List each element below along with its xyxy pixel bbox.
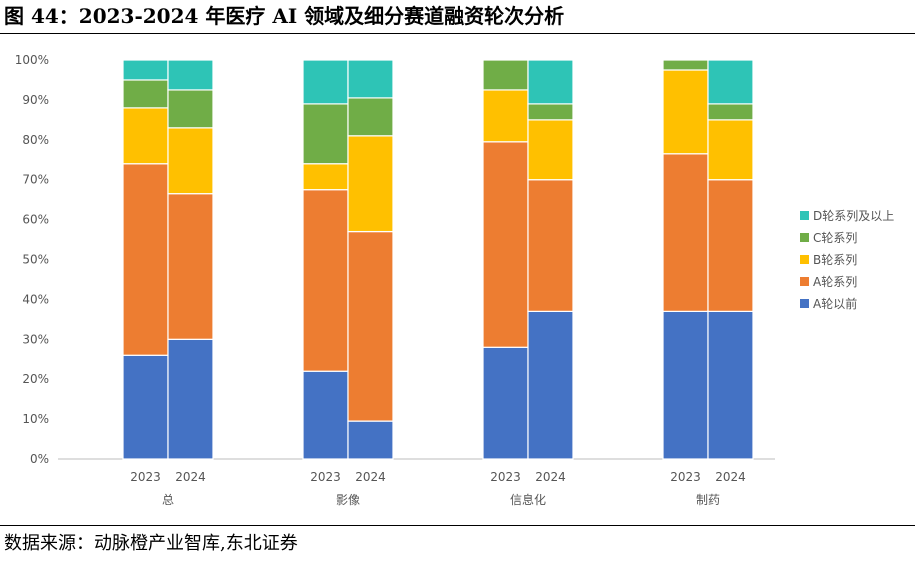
bar-segment bbox=[167, 127, 214, 195]
bar-segment bbox=[347, 420, 394, 460]
bar-segment bbox=[122, 59, 169, 81]
bar-segment bbox=[302, 163, 349, 191]
title-rule bbox=[0, 33, 915, 34]
bar-segment bbox=[122, 107, 169, 165]
bar-segment bbox=[707, 310, 754, 460]
bar-segment bbox=[707, 59, 754, 105]
x-tick-label: 2023 bbox=[130, 470, 161, 484]
legend-label: D轮系列及以上 bbox=[813, 209, 894, 223]
bar-segment bbox=[527, 119, 574, 181]
x-tick-label: 2023 bbox=[490, 470, 521, 484]
x-tick-label: 2024 bbox=[175, 470, 206, 484]
bar-segment bbox=[662, 153, 709, 312]
bar-segment bbox=[302, 103, 349, 165]
bar-segment bbox=[482, 141, 529, 348]
bar-segment bbox=[167, 193, 214, 340]
y-tick-label: 0% bbox=[30, 452, 49, 466]
x-tick-label: 2023 bbox=[310, 470, 341, 484]
x-tick-label: 2024 bbox=[715, 470, 746, 484]
category-label: 信息化 bbox=[510, 492, 546, 507]
legend-swatch bbox=[800, 233, 809, 242]
bar-segment bbox=[302, 189, 349, 372]
y-tick-label: 40% bbox=[22, 292, 49, 306]
bar-segment bbox=[167, 59, 214, 91]
legend-swatch bbox=[800, 211, 809, 220]
category-label: 制药 bbox=[696, 493, 720, 507]
bar-segment bbox=[707, 119, 754, 181]
bar-segment bbox=[662, 310, 709, 460]
bar-segment bbox=[527, 310, 574, 460]
y-tick-label: 100% bbox=[15, 53, 49, 67]
legend-label: B轮系列 bbox=[813, 253, 857, 267]
bar-segment bbox=[167, 338, 214, 460]
category-label: 总 bbox=[162, 493, 174, 507]
source-rule bbox=[0, 525, 915, 526]
bar-segment bbox=[122, 354, 169, 460]
bar-segment bbox=[122, 163, 169, 356]
bar-segment bbox=[527, 179, 574, 312]
bar-segment bbox=[482, 59, 529, 91]
bar-segment bbox=[707, 103, 754, 121]
bar-segment bbox=[347, 230, 394, 422]
bar-segment bbox=[167, 89, 214, 129]
y-tick-label: 90% bbox=[22, 93, 49, 107]
bar-segment bbox=[347, 97, 394, 137]
y-tick-label: 20% bbox=[22, 372, 49, 386]
bar-segment bbox=[527, 59, 574, 105]
bar-segment bbox=[662, 69, 709, 155]
legend-swatch bbox=[800, 299, 809, 308]
bar-segment bbox=[347, 135, 394, 233]
legend-label: C轮系列 bbox=[813, 231, 857, 245]
y-tick-label: 60% bbox=[22, 213, 49, 227]
bar-segment bbox=[302, 370, 349, 460]
legend-swatch bbox=[800, 277, 809, 286]
x-tick-label: 2023 bbox=[670, 470, 701, 484]
y-tick-label: 10% bbox=[22, 412, 49, 426]
bar-segment bbox=[527, 103, 574, 121]
x-tick-label: 2024 bbox=[355, 470, 386, 484]
figure-source: 数据来源：动脉橙产业智库,东北证券 bbox=[4, 533, 298, 554]
category-label: 影像 bbox=[336, 493, 360, 507]
bar-segment bbox=[122, 79, 169, 109]
bar-segment bbox=[482, 89, 529, 143]
legend-label: A轮以前 bbox=[813, 296, 857, 311]
bar-segment bbox=[662, 59, 709, 71]
y-tick-label: 70% bbox=[22, 173, 49, 187]
bar-segment bbox=[482, 346, 529, 460]
stacked-bar-chart: 0% 10% 20% 30% 40% 50% 60% 70% 80% 90% 100% 2023 202… bbox=[15, 53, 895, 507]
y-tick-label: 50% bbox=[22, 253, 49, 267]
bar-segment bbox=[347, 59, 394, 99]
bar-segment bbox=[707, 179, 754, 312]
y-tick-label: 30% bbox=[22, 332, 49, 346]
legend-swatch bbox=[800, 255, 809, 264]
y-tick-label: 80% bbox=[22, 133, 49, 147]
bar-segment bbox=[302, 59, 349, 105]
x-tick-label: 2024 bbox=[535, 470, 566, 484]
legend-label: A轮系列 bbox=[813, 275, 857, 289]
figure-title: 图 44：2023-2024 年医疗 AI 领域及细分赛道融资轮次分析 bbox=[4, 4, 565, 28]
